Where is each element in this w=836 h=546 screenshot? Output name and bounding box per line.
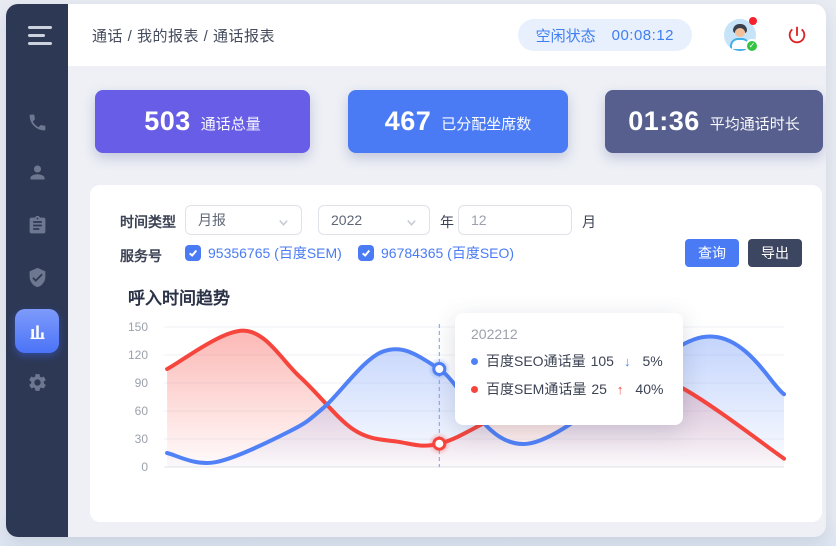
service-checkbox-label: 95356765 (百度SEM) (208, 245, 342, 261)
chevron-down-icon (278, 215, 289, 226)
checkbox-checked-icon (185, 245, 201, 261)
gear-icon (28, 373, 46, 391)
status-timer: 00:08:12 (611, 26, 674, 44)
stat-card-avg-duration: 01:36 平均通话时长 (605, 90, 823, 153)
query-button[interactable]: 查询 (685, 239, 739, 267)
sidebar-item-settings[interactable] (15, 360, 59, 404)
trend-down-arrow-icon: ↓ (623, 353, 631, 369)
year-suffix-label: 年 (440, 214, 454, 230)
sidebar (6, 4, 68, 537)
online-check-badge: ✓ (745, 39, 759, 53)
hamburger-menu-icon[interactable] (28, 25, 52, 49)
sidebar-item-phone[interactable] (15, 100, 59, 144)
tooltip-row-sem: 百度SEM通话量 25 ↑ 40% (471, 379, 667, 399)
sidebar-item-reports[interactable] (15, 309, 59, 353)
year-value: 2022 (331, 212, 363, 228)
y-tick-label: 30 (134, 432, 148, 446)
stat-label: 已分配坐席数 (441, 116, 532, 133)
chevron-down-icon (406, 215, 417, 226)
service-checkbox-seo[interactable]: 96784365 (百度SEO) (358, 243, 514, 263)
chart-title: 呼入时间趋势 (128, 289, 230, 308)
trend-percent: 5% (642, 353, 663, 369)
service-checkbox-sem[interactable]: 95356765 (百度SEM) (185, 243, 342, 263)
tooltip-period: 202212 (471, 326, 518, 342)
series-area (167, 336, 785, 467)
service-number-label: 服务号 (120, 248, 162, 264)
series-dot-sem (471, 385, 478, 393)
checkbox-checked-icon (358, 245, 374, 261)
month-suffix-label: 月 (582, 214, 596, 230)
series-value: 105 (590, 353, 614, 369)
tooltip-row-seo: 百度SEO通话量 105 ↓ 5% (471, 351, 667, 371)
hover-marker (432, 362, 447, 376)
stat-value: 01:36 (628, 106, 700, 136)
series-name: 百度SEO通话量 (486, 353, 586, 369)
breadcrumb[interactable]: 通话 / 我的报表 / 通话报表 (92, 27, 276, 45)
trend-up-arrow-icon: ↑ (616, 381, 624, 397)
sidebar-item-security[interactable] (15, 255, 59, 299)
y-tick-label: 0 (141, 460, 148, 474)
series-line (165, 334, 786, 465)
year-select[interactable]: 2022 (318, 205, 430, 235)
app-window: 通话 / 我的报表 / 通话报表 空闲状态 00:08:12 ✓ 503 通话总… (6, 4, 826, 537)
chart-tooltip: 202212 百度SEO通话量 105 ↓ 5% 百度SEM通话量 25 ↑ 4… (455, 313, 683, 425)
status-label: 空闲状态 (535, 27, 596, 45)
series-dot-seo (471, 357, 478, 365)
logout-power-button[interactable] (786, 24, 808, 46)
status-badge[interactable]: 空闲状态 00:08:12 (517, 19, 692, 51)
stat-value: 467 (384, 106, 432, 136)
avatar[interactable]: ✓ (724, 17, 759, 53)
user-icon (30, 165, 44, 179)
export-button[interactable]: 导出 (748, 239, 802, 267)
stat-value: 503 (144, 106, 191, 136)
y-tick-label: 60 (134, 404, 148, 418)
sidebar-item-contacts[interactable] (15, 150, 59, 194)
stat-label: 通话总量 (200, 116, 261, 133)
time-type-select[interactable]: 月报 (185, 205, 302, 235)
month-input[interactable]: 12 (458, 205, 572, 235)
hover-marker (432, 436, 447, 451)
topbar: 通话 / 我的报表 / 通话报表 空闲状态 00:08:12 ✓ (68, 4, 826, 66)
stat-card-total-calls: 503 通话总量 (95, 90, 310, 153)
stat-card-assigned-agents: 467 已分配坐席数 (348, 90, 568, 153)
bar-chart-icon (30, 324, 44, 339)
series-name: 百度SEM通话量 (486, 381, 587, 397)
power-icon (788, 26, 806, 44)
service-checkbox-label: 96784365 (百度SEO) (381, 245, 515, 261)
y-tick-label: 120 (127, 348, 148, 362)
shield-check-icon (29, 267, 45, 287)
y-tick-label: 90 (134, 376, 148, 390)
phone-icon (29, 114, 45, 130)
trend-percent: 40% (635, 381, 664, 397)
time-type-label: 时间类型 (120, 214, 176, 230)
sidebar-item-tasks[interactable] (15, 203, 59, 247)
stat-label: 平均通话时长 (709, 116, 800, 133)
report-panel: 时间类型 月报 2022 年 12 月 服务号 95356765 (百度SEM)… (90, 185, 822, 522)
y-tick-label: 150 (127, 320, 148, 334)
clipboard-icon (29, 215, 45, 233)
time-type-value: 月报 (198, 212, 226, 228)
series-value: 25 (591, 381, 607, 397)
notification-dot (749, 17, 757, 25)
